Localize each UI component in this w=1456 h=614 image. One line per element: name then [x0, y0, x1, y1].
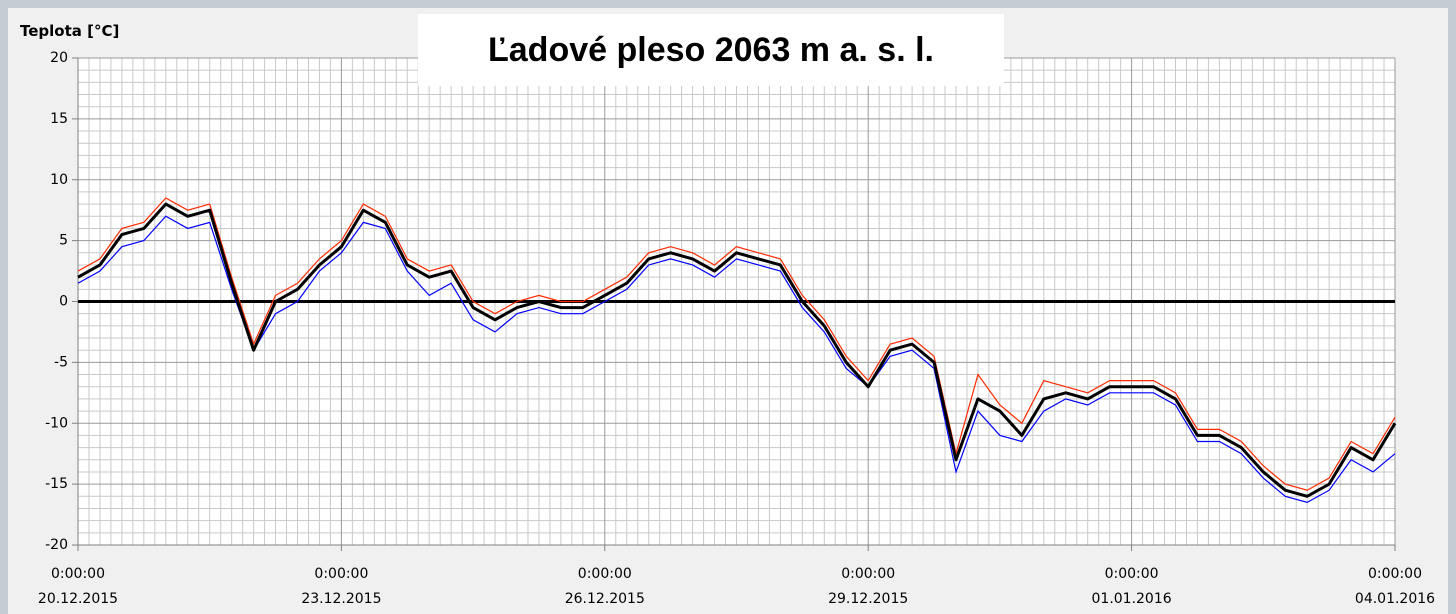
- y-tick-label: 0: [59, 294, 68, 310]
- x-tick-label: 0:00:00 20.12.2015: [38, 566, 118, 607]
- series-line: [77, 197, 1396, 491]
- y-tick-label: 10: [50, 172, 68, 188]
- x-tick-label: 0:00:00 29.12.2015: [828, 566, 908, 607]
- series-line: [77, 215, 1396, 504]
- chart-title: Ľadové pleso 2063 m a. s. l.: [488, 31, 934, 69]
- series-line: [77, 202, 1397, 498]
- y-tick-label: -10: [45, 415, 68, 431]
- y-axis-label: Teplota [°C]: [20, 22, 119, 40]
- lines: [77, 197, 1397, 504]
- y-tick-label: -15: [45, 476, 68, 492]
- y-tick-label: 20: [50, 50, 68, 66]
- x-tick-label: 0:00:00 01.01.2016: [1092, 566, 1172, 607]
- x-tick-label: 0:00:00 04.01.2016: [1355, 566, 1435, 607]
- y-tick-label: -5: [54, 354, 68, 370]
- x-tick-label: 0:00:00 26.12.2015: [565, 566, 645, 607]
- grid: [72, 57, 1396, 551]
- y-tick-label: 5: [59, 233, 68, 249]
- x-tick-label: 0:00:00 23.12.2015: [301, 566, 381, 607]
- y-tick-label: -20: [45, 537, 68, 553]
- y-tick-label: 15: [50, 111, 68, 127]
- title-box: [418, 14, 1004, 86]
- labels: 20 15 10 5 0 -5 -10 -15 -20 0:00:00 20.12.2015 0:00…: [38, 50, 1435, 607]
